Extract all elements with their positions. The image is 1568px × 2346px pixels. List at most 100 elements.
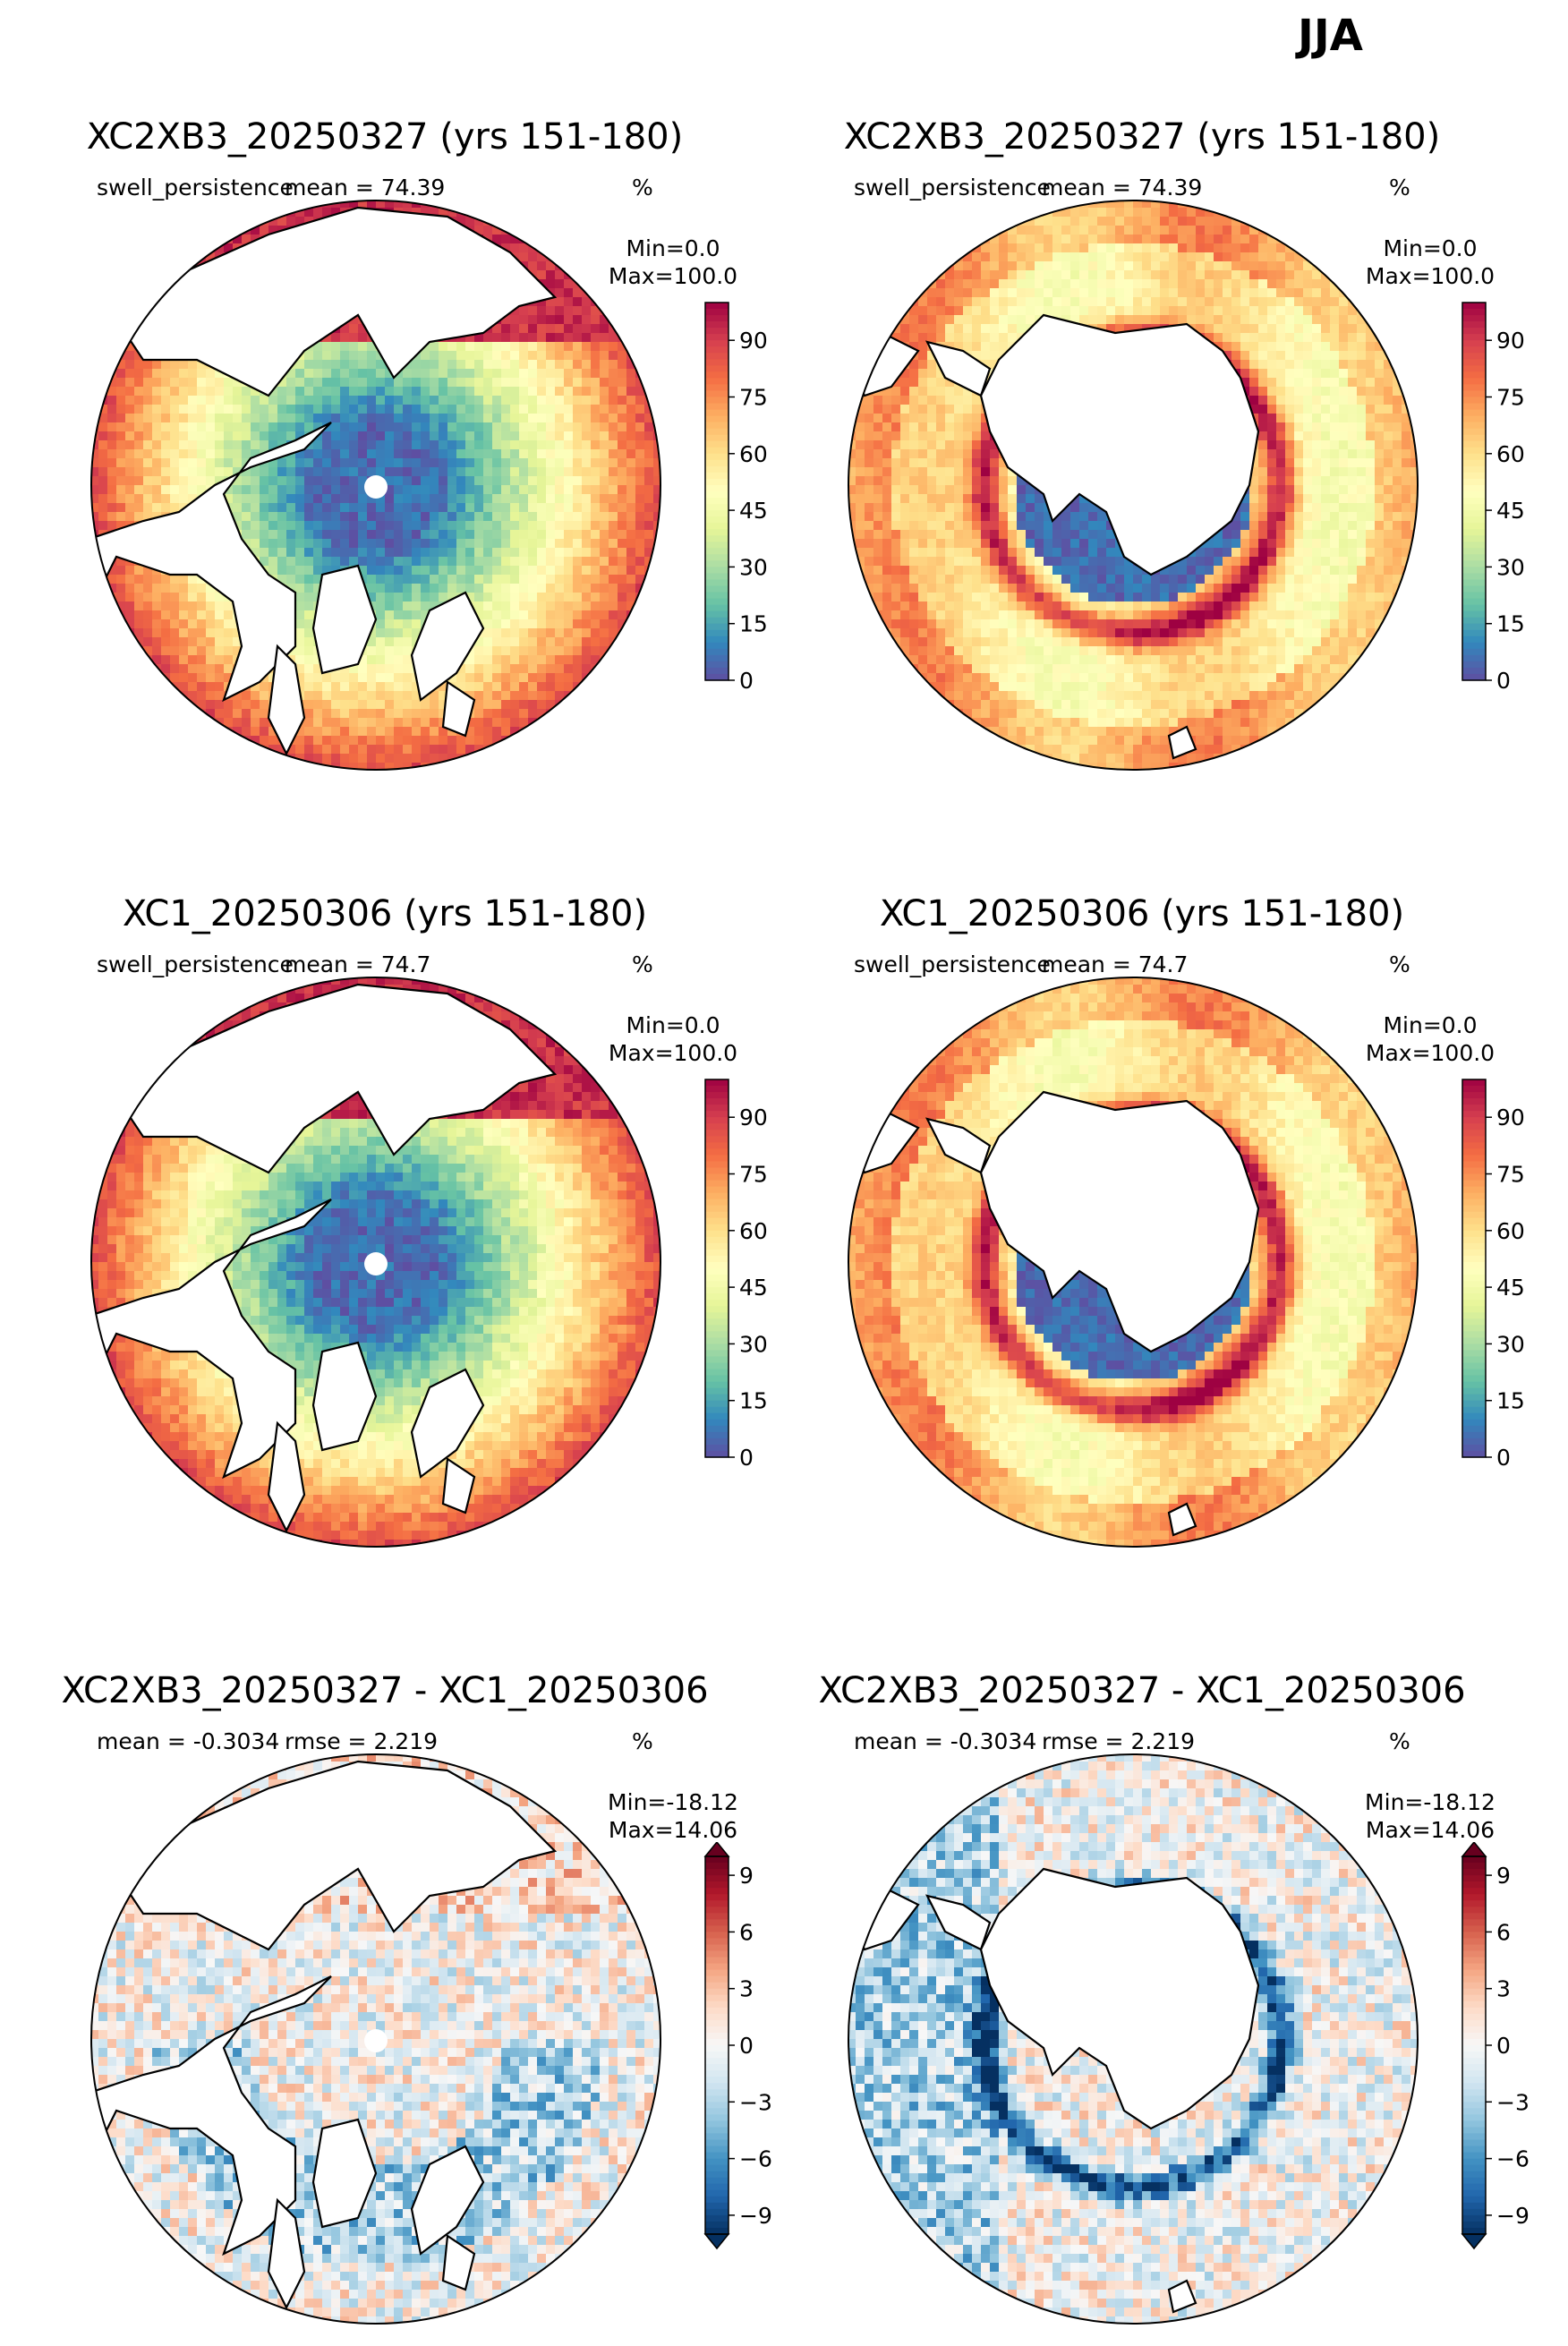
land-mass [91,1199,332,1480]
colorbar-tick-label: 30 [1496,1331,1525,1357]
colorbar-tick-label: 60 [739,1218,768,1244]
colorbar-tick-label: 45 [739,1275,768,1301]
colorbar-tick-label: 3 [1496,1976,1511,2002]
map-field [848,977,1418,1547]
panel-center-label: mean = 74.7 [285,951,430,977]
colorbar-extend-min [703,2233,730,2250]
polar-map [90,977,661,1548]
colorbar-tick-label: 15 [739,1388,768,1414]
colorbar-tick-label: 90 [739,328,768,354]
land-mass [441,1457,476,1514]
colorbar-tick-label: 45 [739,498,768,524]
panel-left-label: mean = -0.3034 [854,1728,1036,1754]
panel-min-label: Min=0.0 [592,1011,754,1039]
panel-north-model-a: XC2XB3_20250327 (yrs 151-180) swell_persi… [0,0,784,771]
colorbar: 0 15 30 45 60 75 90 [1461,302,1525,694]
colorbar-tick-label: 60 [739,441,768,467]
colorbar-tick-label: 0 [739,668,754,694]
polar-map [848,977,1419,1548]
colorbar-gradient [705,1856,729,2235]
land-mass [410,1368,485,1479]
panel-title: XC2XB3_20250327 - XC1_20250306 [757,1670,1527,1711]
land-mass [979,313,1260,576]
panel-minmax: Min=0.0 Max=100.0 [592,235,754,290]
panel-title: XC2XB3_20250327 (yrs 151-180) [0,116,770,158]
panel-title: XC1_20250306 (yrs 151-180) [757,893,1527,934]
colorbar-tick-label: 60 [1496,441,1525,467]
colorbar-gradient [1462,303,1486,681]
panel-center-label: rmse = 2.219 [1042,1728,1195,1754]
panel-min-label: Min=0.0 [1350,1011,1511,1039]
panel-minmax: Min=0.0 Max=100.0 [1350,235,1511,290]
colorbar-tick-label: −9 [1496,2203,1530,2229]
colorbar-tick-label: 6 [1496,1919,1511,1945]
panel-units-label: % [632,1728,653,1754]
land-mass [1167,1502,1197,1537]
colorbar-tick-label: 90 [739,1105,768,1130]
panel-left-label: swell_persistence [854,951,1051,977]
colorbar-tick-label: −3 [739,2089,772,2115]
colorbar-tick-label: −6 [1496,2146,1530,2172]
land-mass [124,983,558,1174]
panel-minmax: Min=-18.12 Max=14.06 [1350,1788,1511,1844]
panel-south-model-a: XC2XB3_20250327 (yrs 151-180) swell_persi… [757,0,1541,771]
panel-left-label: swell_persistence [97,175,294,200]
map-field [91,200,660,770]
land-mass [311,2118,378,2229]
colorbar: −9 −6 −3 0 3 6 9 [703,1842,772,2250]
land-mass [311,564,378,675]
panel-center-label: rmse = 2.219 [285,1728,438,1754]
colorbar-tick-label: 60 [1496,1218,1525,1244]
panel-title: XC2XB3_20250327 (yrs 151-180) [757,116,1527,158]
panel-south-model-b: XC1_20250306 (yrs 151-180) swell_persiste… [757,777,1541,1548]
colorbar-tick-label: 15 [1496,1388,1525,1414]
colorbar-tick-label: 9 [1496,1863,1511,1889]
colorbar-tick-label: −3 [1496,2089,1530,2115]
polar-map [90,1753,661,2325]
land-mass [124,1760,558,1951]
panel-units-label: % [1389,175,1410,200]
panel-units-label: % [1389,1728,1410,1754]
colorbar: 0 15 30 45 60 75 90 [704,302,768,694]
panel-left-label: mean = -0.3034 [97,1728,279,1754]
colorbar-tick-label: 6 [739,1919,754,1945]
pole-hole [364,475,388,499]
colorbar: −9 −6 −3 0 3 6 9 [1461,1842,1530,2250]
panel-center-label: mean = 74.7 [1042,951,1188,977]
colorbar-tick-label: 75 [739,1162,768,1188]
map-boundary [848,200,1419,771]
map-boundary [90,977,661,1548]
colorbar-tick-label: 15 [739,611,768,637]
land-mass [925,1117,992,1174]
colorbar-tick-label: 15 [1496,611,1525,637]
panel-center-label: mean = 74.39 [1042,175,1202,200]
colorbar-gradient [705,303,729,681]
colorbar: 0 15 30 45 60 75 90 [704,1079,768,1471]
colorbar-tick-label: 0 [1496,668,1511,694]
colorbar-tick-label: 3 [739,1976,754,2002]
land-mass [925,1894,992,1951]
colorbar-frame [1461,1079,1487,1458]
land-mass [925,340,992,397]
pole-hole [364,2029,388,2052]
colorbar-tick-label: 30 [1496,554,1525,580]
map-boundary [848,977,1419,1548]
map-boundary [90,200,661,771]
colorbar-gradient [1462,1079,1486,1458]
land-mass [267,644,306,756]
panel-left-label: swell_persistence [854,175,1051,200]
land-mass [441,2234,476,2291]
colorbar-tick-label: 45 [1496,498,1525,524]
land-mass [124,206,558,397]
pole-hole [364,1252,388,1275]
panel-title: XC1_20250306 (yrs 151-180) [0,893,770,934]
colorbar-tick-label: 30 [739,1331,768,1357]
land-mass [441,680,476,738]
colorbar: 0 15 30 45 60 75 90 [1461,1079,1525,1471]
colorbar-extend-max [1461,1842,1487,1857]
panel-minmax: Min=-18.12 Max=14.06 [592,1788,754,1844]
panel-units-label: % [1389,951,1410,977]
land-mass [410,591,485,702]
colorbar-frame [704,302,729,681]
colorbar-tick-label: −6 [739,2146,772,2172]
